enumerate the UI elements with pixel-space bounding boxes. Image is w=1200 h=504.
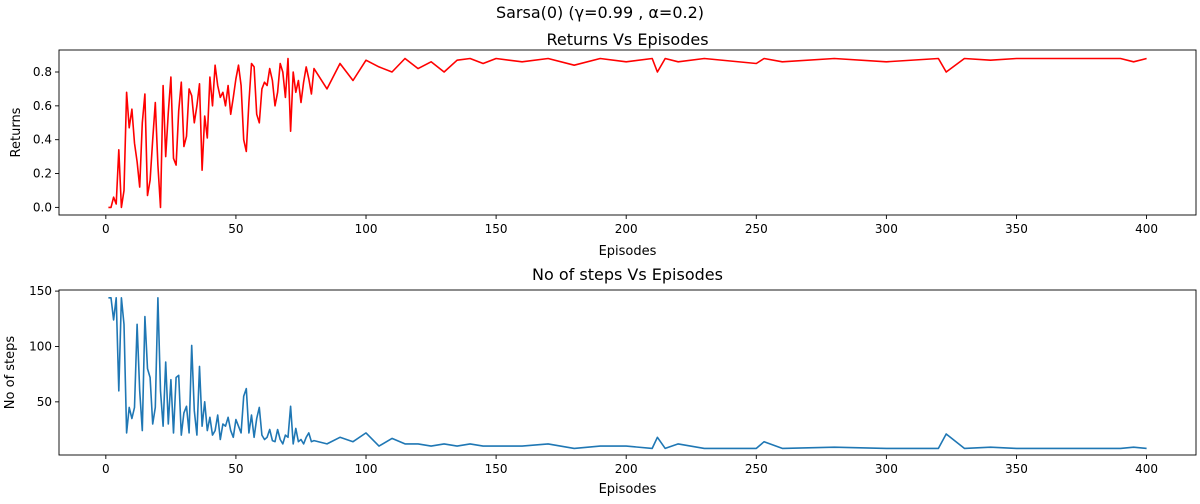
y-tick-label: 0.6 — [33, 99, 52, 113]
y-tick-label: 0.8 — [33, 65, 52, 79]
y-tick-label: 0.0 — [33, 200, 52, 214]
steps-chart: No of steps Vs Episodes 0 50 100 150 200 250 30… — [3, 265, 1197, 497]
x-tick-label: 200 — [615, 222, 638, 236]
y-tick-label: 0.2 — [33, 167, 52, 181]
x-tick-label: 400 — [1135, 462, 1158, 476]
series-line — [108, 296, 1147, 450]
x-tick-label: 100 — [355, 462, 378, 476]
y-tick-label: 150 — [29, 284, 52, 298]
x-tick-label: 50 — [228, 222, 243, 236]
y-tick-label: 0.4 — [33, 133, 52, 147]
x-tick-label: 0 — [102, 462, 110, 476]
x-tick-label: 400 — [1135, 222, 1158, 236]
y-tick-label: 50 — [37, 395, 52, 409]
chart-title: Returns Vs Episodes — [546, 30, 708, 49]
y-axis-label: No of steps — [3, 336, 18, 410]
x-tick-label: 350 — [1005, 222, 1028, 236]
axes-frame — [58, 49, 1197, 216]
axes-frame — [58, 289, 1197, 456]
x-tick-label: 300 — [875, 222, 898, 236]
returns-chart: Returns Vs Episodes 0 50 100 150 200 250 300 350… — [9, 30, 1197, 259]
x-tick-label: 150 — [485, 462, 508, 476]
x-tick-label: 350 — [1005, 462, 1028, 476]
x-axis-label: Episodes — [599, 482, 657, 497]
y-tick-label: 100 — [29, 339, 52, 353]
x-tick-label: 100 — [355, 222, 378, 236]
y-axis-label: Returns — [9, 107, 24, 157]
series-line — [108, 57, 1147, 209]
x-tick-label: 250 — [745, 222, 768, 236]
figure-suptitle: Sarsa(0) (γ=0.99 , α=0.2) — [496, 3, 704, 22]
x-axis-label: Episodes — [599, 244, 657, 259]
chart-title: No of steps Vs Episodes — [532, 265, 723, 284]
x-tick-label: 200 — [615, 462, 638, 476]
x-tick-label: 0 — [102, 222, 110, 236]
x-tick-label: 50 — [228, 462, 243, 476]
x-tick-label: 300 — [875, 462, 898, 476]
x-tick-label: 250 — [745, 462, 768, 476]
x-tick-label: 150 — [485, 222, 508, 236]
